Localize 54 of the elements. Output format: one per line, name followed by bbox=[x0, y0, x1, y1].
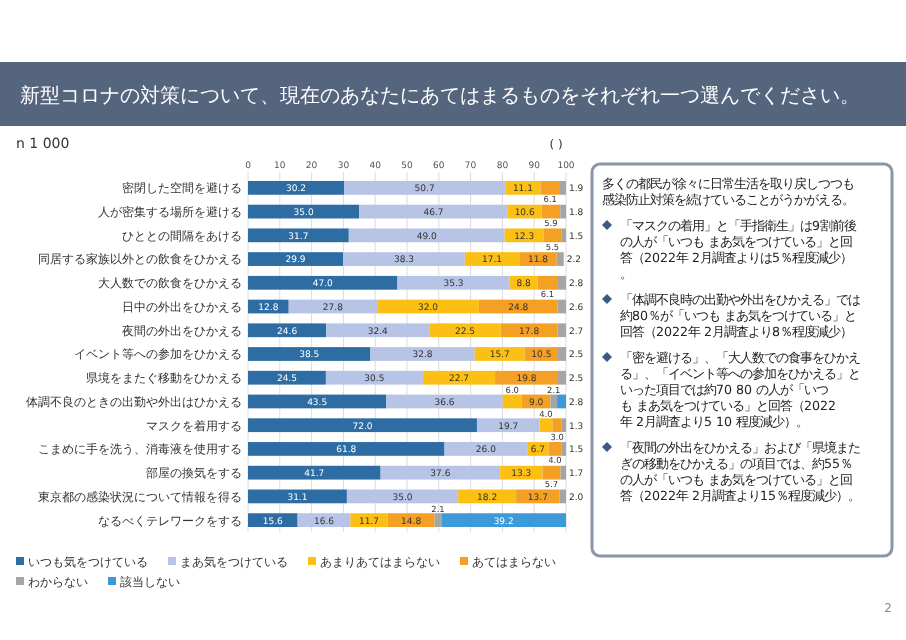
bar bbox=[557, 323, 566, 338]
bar bbox=[359, 204, 508, 219]
bar bbox=[434, 513, 442, 528]
bar bbox=[550, 394, 558, 409]
bar bbox=[444, 442, 528, 456]
bar bbox=[248, 180, 345, 195]
bar bbox=[350, 513, 388, 528]
bar bbox=[441, 513, 566, 528]
bar bbox=[558, 370, 566, 385]
bar bbox=[248, 323, 327, 338]
bar bbox=[502, 394, 522, 409]
bar bbox=[541, 204, 561, 219]
bar bbox=[542, 465, 561, 480]
bar bbox=[344, 180, 506, 195]
bar bbox=[540, 180, 560, 195]
bar bbox=[557, 275, 566, 290]
bar bbox=[370, 347, 475, 361]
bar bbox=[422, 370, 496, 385]
bar bbox=[343, 252, 465, 266]
bar bbox=[397, 275, 510, 290]
bar bbox=[558, 347, 566, 361]
bar bbox=[474, 347, 525, 361]
bar bbox=[476, 418, 540, 433]
bar bbox=[248, 418, 477, 433]
bar bbox=[380, 465, 501, 480]
bar bbox=[500, 323, 558, 338]
bar bbox=[557, 394, 566, 409]
bar bbox=[552, 418, 562, 433]
bar bbox=[464, 252, 520, 266]
bar bbox=[559, 180, 566, 195]
bar bbox=[495, 370, 559, 385]
bar bbox=[505, 180, 541, 195]
bar bbox=[248, 370, 326, 385]
bar bbox=[325, 370, 423, 385]
bar bbox=[248, 228, 349, 243]
bar bbox=[556, 252, 564, 266]
bar bbox=[548, 442, 562, 456]
bar bbox=[348, 228, 505, 243]
bar bbox=[248, 347, 371, 361]
chart-title: 新型コロナの対策について、現在のあなたにあてはまるものをそれぞれ一つ選んでください。 bbox=[20, 84, 860, 108]
bar bbox=[557, 299, 566, 314]
bar bbox=[248, 252, 344, 266]
bar bbox=[560, 204, 566, 219]
bar bbox=[248, 442, 445, 456]
bar bbox=[248, 465, 381, 480]
bar bbox=[537, 275, 558, 290]
bar bbox=[248, 275, 398, 290]
bar bbox=[543, 228, 562, 243]
bar bbox=[539, 418, 553, 433]
bar bbox=[248, 394, 387, 409]
bar bbox=[326, 323, 430, 338]
bar bbox=[560, 465, 566, 480]
bar bbox=[429, 323, 501, 338]
bar bbox=[248, 513, 298, 528]
